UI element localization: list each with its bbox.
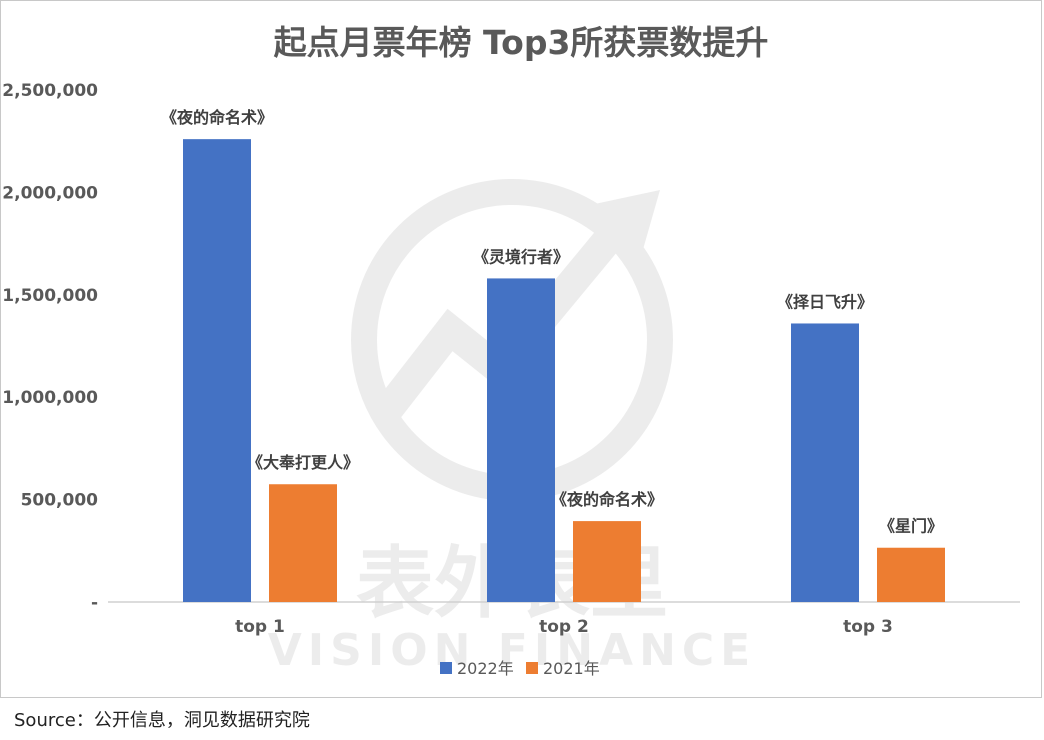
x-category-label: top 1 — [235, 617, 285, 637]
y-tick-label: - — [91, 593, 98, 613]
data-labels-group: 《夜的命名术》《大奉打更人》《灵境行者》《夜的命名术》《择日飞升》《星门》 — [161, 108, 943, 536]
y-tick-label: 2,500,000 — [2, 81, 98, 101]
axes-group: - 500,000 1,000,000 1,500,000 2,000,000 2,500… — [2, 81, 1020, 637]
x-category-label: top 3 — [843, 617, 893, 637]
bar-2021 — [269, 484, 337, 602]
legend-swatch — [440, 662, 452, 674]
source-note: Source：公开信息，洞见数据研究院 — [14, 710, 310, 731]
bar-2022 — [183, 139, 251, 603]
y-tick-label: 500,000 — [21, 491, 99, 511]
x-category-label: top 2 — [539, 617, 589, 637]
y-tick-label: 1,500,000 — [2, 286, 98, 306]
legend-label: 2021年 — [543, 659, 600, 678]
data-label: 《灵境行者》 — [473, 247, 569, 266]
bar-2022 — [487, 278, 555, 602]
bar-2021 — [573, 521, 641, 602]
bar-2022 — [791, 323, 859, 602]
chart-title: 起点月票年榜 Top3所获票数提升 — [273, 23, 769, 62]
legend: 2022年 2021年 — [440, 659, 600, 678]
bars-group — [183, 139, 945, 603]
y-tick-label: 1,000,000 — [2, 388, 98, 408]
data-label: 《择日飞升》 — [777, 292, 873, 311]
data-label: 《夜的命名术》 — [551, 490, 663, 509]
watermark-text-en: VISION FINANCE — [268, 625, 757, 676]
data-label: 《大奉打更人》 — [247, 453, 359, 472]
legend-swatch — [526, 662, 538, 674]
y-tick-label: 2,000,000 — [2, 183, 98, 203]
data-label: 《夜的命名术》 — [161, 108, 273, 127]
data-label: 《星门》 — [879, 517, 943, 536]
bar-2021 — [877, 547, 945, 602]
legend-label: 2022年 — [457, 659, 514, 678]
